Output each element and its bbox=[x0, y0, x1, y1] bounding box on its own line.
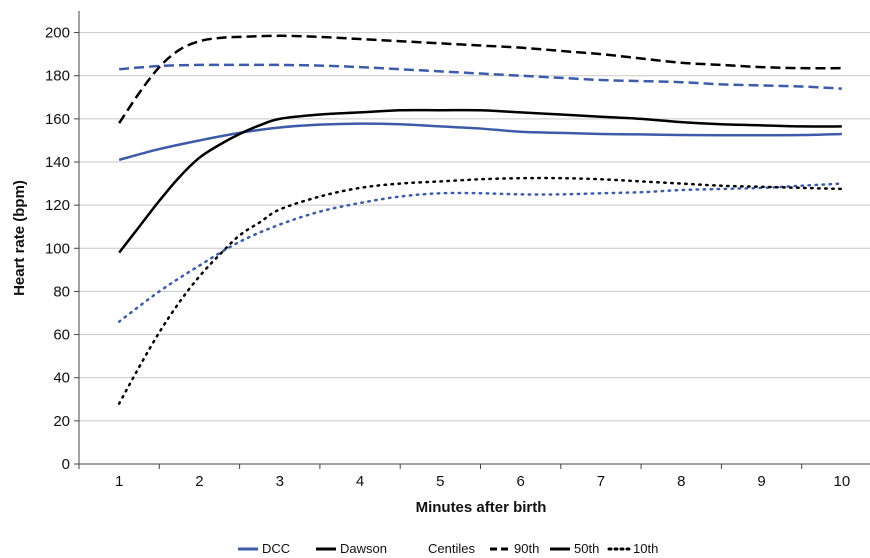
y-tick-label: 60 bbox=[53, 327, 70, 344]
x-tick-label: 7 bbox=[597, 473, 605, 490]
y-tick-label: 200 bbox=[45, 25, 70, 42]
legend-label-10th: 10th bbox=[633, 541, 658, 556]
x-tick-label: 3 bbox=[276, 473, 284, 490]
x-tick-label: 9 bbox=[757, 473, 765, 490]
series-line-dawson-10th bbox=[117, 176, 844, 405]
y-tick-label: 40 bbox=[53, 370, 70, 387]
x-tick-label: 4 bbox=[356, 473, 364, 490]
y-tick-label: 80 bbox=[53, 283, 70, 300]
x-tick-label: 6 bbox=[516, 473, 524, 490]
y-tick-label: 180 bbox=[45, 68, 70, 85]
x-tick-label: 5 bbox=[436, 473, 444, 490]
gridlines bbox=[79, 32, 870, 422]
y-tick-label: 100 bbox=[45, 240, 70, 257]
y-tick-label: 140 bbox=[45, 154, 70, 171]
axes bbox=[74, 11, 870, 469]
y-tick-label: 0 bbox=[62, 456, 70, 473]
x-tick-label: 1 bbox=[115, 473, 123, 490]
legend-centiles-label: Centiles bbox=[428, 541, 475, 556]
y-tick-label: 160 bbox=[45, 111, 70, 128]
y-tick-label: 120 bbox=[45, 197, 70, 214]
y-tick-label: 20 bbox=[53, 413, 70, 430]
x-tick-label: 8 bbox=[677, 473, 685, 490]
x-tick-label: 10 bbox=[834, 473, 851, 490]
x-axis-title: Minutes after birth bbox=[416, 499, 547, 516]
series-line-dawson-50th bbox=[118, 108, 842, 254]
legend-label-dawson: Dawson bbox=[340, 541, 387, 556]
y-axis-title: Heart rate (bpm) bbox=[11, 180, 28, 296]
legend-label-50th: 50th bbox=[574, 541, 599, 556]
x-tick-label: 2 bbox=[195, 473, 203, 490]
legend-label-90th: 90th bbox=[514, 541, 539, 556]
series-line-dcc-50th bbox=[118, 122, 842, 162]
series-line-dawson-90th bbox=[118, 34, 842, 124]
legend-label-dcc: DCC bbox=[262, 541, 290, 556]
series-lines bbox=[117, 34, 844, 405]
legend: DCC Dawson Centiles 90th 50th 10th bbox=[238, 541, 658, 556]
tick-labels: 0 20 40 60 80 100 120 140 160 180 200 1 2 3 4 5 6 7 8 9 10 bbox=[45, 25, 850, 490]
series-line-dcc-90th bbox=[119, 63, 842, 90]
series-line-dcc-10th bbox=[117, 182, 844, 323]
